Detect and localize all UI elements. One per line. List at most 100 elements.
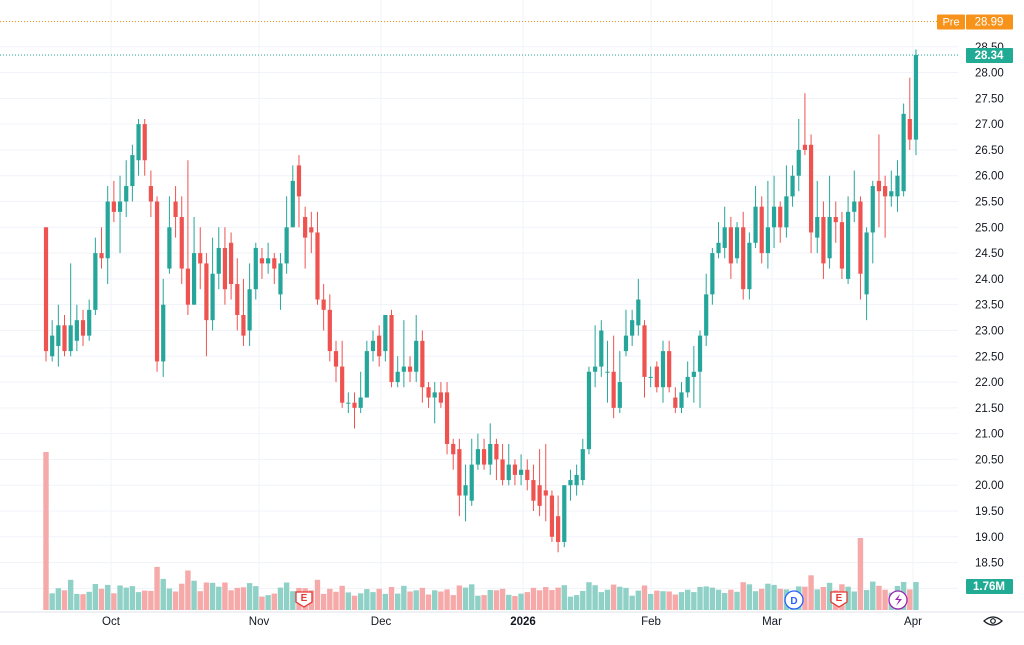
candle-body: [327, 309, 332, 352]
candle-body: [605, 371, 610, 373]
price-tick-label: 19.00: [975, 532, 1004, 544]
eye-outline: [983, 616, 1003, 626]
candle-body: [685, 376, 690, 393]
candle: [99, 227, 104, 269]
candle: [574, 464, 579, 496]
candle: [241, 278, 246, 346]
candle: [191, 216, 197, 305]
candle: [315, 211, 320, 305]
candle-body: [87, 309, 92, 336]
volume-bar: [259, 596, 265, 610]
candle: [414, 315, 419, 383]
candle: [549, 490, 555, 542]
candle-body: [728, 227, 733, 264]
volume-bar: [543, 587, 549, 610]
volume-bar: [518, 593, 524, 610]
candle: [660, 340, 666, 403]
volume-bar: [666, 591, 672, 610]
candle-body: [518, 469, 524, 475]
candle-body: [697, 335, 703, 372]
candle: [481, 438, 487, 470]
candle: [463, 464, 468, 522]
candle: [876, 134, 882, 228]
candle-body: [383, 315, 388, 352]
volume-bar: [857, 538, 864, 610]
volume-bar: [327, 588, 333, 610]
candle: [370, 330, 376, 362]
price-lines: [0, 20, 960, 56]
candle-body: [790, 175, 795, 197]
candle: [222, 227, 228, 305]
volume-bar: [265, 595, 271, 610]
candle: [846, 196, 851, 285]
candle: [210, 237, 215, 331]
earnings-marker[interactable]: E: [295, 591, 313, 608]
volume-bar: [617, 586, 623, 610]
volume-bar: [851, 591, 857, 610]
volume-bar: [672, 594, 679, 610]
candle-body: [432, 392, 437, 398]
price-axis[interactable]: 18.0018.5019.0019.5020.0020.5021.0021.50…: [975, 42, 1004, 596]
candle-body: [438, 392, 443, 403]
volume-bar: [129, 586, 136, 610]
candle: [716, 222, 721, 259]
candle-body: [124, 186, 129, 202]
volume-bar: [487, 590, 493, 610]
candle-body: [167, 227, 172, 269]
volume-bar: [370, 592, 376, 610]
volume-bar: [339, 585, 345, 610]
candle-body: [660, 351, 666, 388]
candle: [161, 278, 166, 377]
candle: [321, 284, 326, 331]
volume-bar: [43, 452, 49, 610]
candle-body: [722, 227, 727, 248]
earnings-marker[interactable]: E: [830, 591, 848, 608]
candle-body: [475, 449, 480, 465]
volume-bar: [530, 587, 537, 610]
candle-body: [796, 149, 801, 176]
volume-bar: [216, 586, 222, 610]
time-tick-label: Mar: [762, 616, 782, 628]
volume-bar: [462, 587, 469, 610]
dividend-marker[interactable]: D: [784, 590, 804, 610]
volume-bar: [641, 585, 648, 610]
candle-body: [185, 268, 191, 305]
candle: [901, 103, 906, 197]
volume-bar: [49, 593, 55, 610]
candle: [327, 294, 332, 362]
candle-body: [229, 242, 234, 285]
volume-bar: [913, 582, 919, 610]
volume-bar: [86, 591, 92, 610]
candle-body: [494, 443, 499, 460]
earnings-label: E: [836, 593, 843, 604]
time-axis[interactable]: Oct Nov Dec 2026 Feb Mar Apr: [102, 616, 922, 628]
candle: [852, 170, 857, 223]
candle: [111, 180, 116, 223]
candle: [444, 382, 450, 455]
candle-body: [876, 180, 882, 192]
candle-body: [895, 175, 900, 197]
volume-bar: [709, 587, 716, 610]
volume-bar: [499, 588, 506, 610]
volume-bar: [863, 590, 870, 610]
candle-body: [808, 144, 814, 233]
volume-bar: [61, 590, 68, 610]
candle-body: [537, 485, 542, 506]
earnings-icon: [830, 591, 848, 608]
settings-icon[interactable]: [983, 616, 1003, 626]
split-marker[interactable]: [888, 590, 908, 610]
pre-label-bg: [937, 14, 965, 30]
candle: [525, 459, 530, 491]
volume-bar: [105, 584, 111, 610]
candle-body: [599, 330, 604, 367]
candle: [827, 175, 832, 269]
pre-label: Pre: [942, 16, 959, 28]
settings-icon-shape[interactable]: [983, 616, 1003, 626]
volume-bar: [604, 589, 611, 610]
candle: [296, 155, 302, 228]
time-tick-label: Dec: [371, 616, 392, 628]
candle: [432, 382, 437, 424]
